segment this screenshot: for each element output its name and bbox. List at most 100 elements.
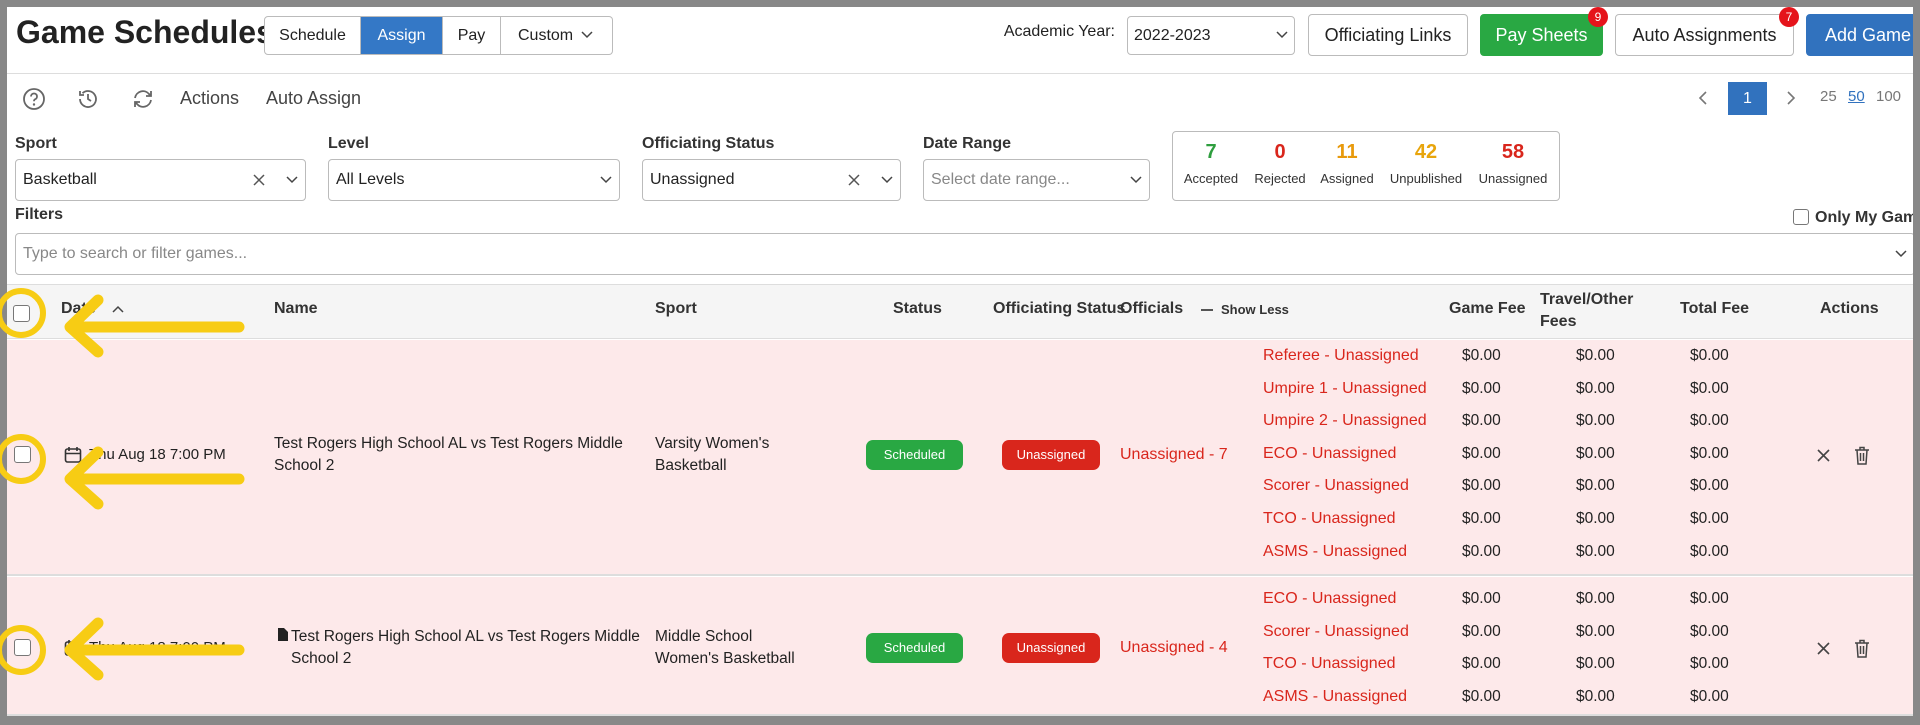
column-header[interactable]: Total Fee (1680, 300, 1750, 317)
tab[interactable]: Assign (361, 16, 443, 55)
table-header (7, 284, 1913, 339)
remove-icon[interactable] (1817, 642, 1830, 655)
chevron[interactable] (1130, 176, 1142, 184)
page-size[interactable]: 50 (1848, 88, 1865, 105)
total-fee: $0.00 (1690, 347, 1729, 364)
official-position[interactable]: Umpire 1 - Unassigned (1263, 379, 1427, 397)
prev-page[interactable] (1698, 91, 1708, 105)
filter-select[interactable]: Unassigned (642, 159, 901, 201)
history-icon[interactable] (76, 87, 100, 111)
officials-summary[interactable]: Unassigned - 7 (1120, 446, 1228, 463)
clear-icon[interactable] (253, 174, 265, 186)
tab[interactable]: Custom (501, 16, 613, 55)
chevron[interactable] (581, 31, 593, 39)
badge: 9 (1588, 7, 1608, 27)
game-name[interactable]: Test Rogers High School AL vs Test Roger… (274, 435, 623, 474)
page-size[interactable]: 100 (1876, 88, 1902, 105)
checkbox[interactable] (14, 639, 31, 656)
column-header[interactable]: Game Fee (1449, 300, 1526, 317)
chevron[interactable] (286, 176, 298, 184)
chevron[interactable] (1895, 250, 1907, 258)
chevron[interactable] (600, 176, 612, 184)
chevron[interactable] (1276, 31, 1288, 39)
app: Game Schedules Schedule Assign Pay Custom Aca… (7, 7, 1913, 716)
button[interactable]: Pay Sheets (1480, 14, 1603, 56)
column-header[interactable]: Sport (655, 300, 697, 317)
next-page[interactable] (1786, 91, 1796, 105)
game-sport: Varsity Women's Basketball (655, 435, 770, 474)
header-divider (7, 73, 1913, 74)
travel-fee: $0.00 (1576, 655, 1615, 673)
toolbar-action[interactable]: Actions (180, 88, 240, 108)
remove-icon[interactable] (1817, 449, 1830, 462)
filter-label: Sport (15, 135, 57, 152)
sort-icon (112, 305, 124, 313)
official-position[interactable]: ASMS - Unassigned (1263, 687, 1408, 705)
official-position[interactable]: TCO - Unassigned (1263, 655, 1396, 673)
search-input[interactable]: Type to search or filter games... (15, 233, 1913, 275)
officials-summary[interactable]: Unassigned - 4 (1120, 639, 1228, 656)
game-date: Thu Aug 18 7:00 PM (89, 446, 226, 463)
game-name[interactable]: Test Rogers High School AL vs Test Roger… (291, 628, 640, 667)
travel-fee: $0.00 (1576, 412, 1615, 430)
column-header[interactable]: Status (893, 300, 942, 317)
checkbox[interactable] (1793, 209, 1809, 225)
column-header[interactable]: Officials (1120, 300, 1184, 317)
game-sport: Middle School Women's Basketball (655, 628, 795, 667)
game-fee: $0.00 (1462, 444, 1501, 462)
help-icon[interactable] (22, 87, 46, 111)
column-header[interactable]: Officiating Status (993, 300, 1126, 317)
official-position[interactable]: TCO - Unassigned (1263, 510, 1396, 527)
stat-label: Rejected (1254, 171, 1306, 186)
travel-fee: $0.00 (1576, 590, 1615, 607)
official-position[interactable]: Umpire 2 - Unassigned (1263, 412, 1427, 430)
delete-icon[interactable] (1854, 639, 1870, 658)
clear-icon[interactable] (848, 174, 860, 186)
checkbox[interactable] (13, 305, 30, 322)
filter-select[interactable]: Select date range... (923, 159, 1150, 201)
official-position[interactable]: Scorer - Unassigned (1263, 477, 1409, 495)
official-position[interactable]: Scorer - Unassigned (1263, 622, 1409, 640)
calendar-icon (64, 640, 82, 656)
column-header[interactable]: Date (61, 300, 96, 317)
academic-year-select[interactable]: 2022-2023 (1127, 16, 1295, 55)
academic-year-label: Academic Year: (1003, 23, 1115, 40)
filter-label: Officiating Status (642, 135, 775, 152)
chevron[interactable] (881, 176, 893, 184)
total-fee: $0.00 (1690, 655, 1729, 673)
status-pill: Scheduled (866, 440, 963, 470)
travel-fee: $0.00 (1576, 510, 1615, 527)
column-header[interactable]: Show Less (1221, 302, 1289, 317)
page-number[interactable]: 1 (1728, 82, 1767, 115)
filter-select[interactable]: Basketball (15, 159, 306, 201)
stat-value: 11 (1336, 141, 1358, 163)
tab[interactable]: Pay (443, 16, 501, 55)
stat-label: Assigned (1320, 171, 1374, 186)
button[interactable]: Auto Assignments (1615, 14, 1794, 56)
show-less-dash (1201, 309, 1213, 311)
official-position[interactable]: ECO - Unassigned (1263, 444, 1397, 462)
travel-fee: $0.00 (1576, 687, 1615, 705)
official-position[interactable]: ECO - Unassigned (1263, 590, 1397, 607)
button[interactable]: Add Game (1806, 14, 1913, 56)
tab[interactable]: Schedule (264, 16, 361, 55)
travel-fee: $0.00 (1576, 347, 1615, 364)
column-header[interactable]: Name (274, 300, 318, 317)
column-header[interactable]: Travel/Other Fees (1540, 291, 1634, 330)
game-fee: $0.00 (1462, 590, 1501, 607)
page-size[interactable]: 25 (1820, 88, 1837, 105)
toolbar-action[interactable]: Auto Assign (266, 88, 362, 108)
filter-select[interactable]: All Levels (328, 159, 620, 201)
stat-label: Accepted (1183, 171, 1239, 186)
checkbox[interactable] (14, 446, 31, 463)
button[interactable]: Officiating Links (1308, 14, 1468, 56)
game-fee: $0.00 (1462, 379, 1501, 397)
stat-label: Unassigned (1478, 171, 1548, 186)
refresh-icon[interactable] (131, 87, 155, 111)
column-header[interactable]: Actions (1820, 300, 1879, 317)
official-position[interactable]: Referee - Unassigned (1263, 347, 1419, 364)
game-fee: $0.00 (1462, 412, 1501, 430)
delete-icon[interactable] (1854, 446, 1870, 465)
only-my-games[interactable]: Only My Games (1815, 209, 1913, 226)
official-position[interactable]: ASMS - Unassigned (1263, 542, 1408, 560)
